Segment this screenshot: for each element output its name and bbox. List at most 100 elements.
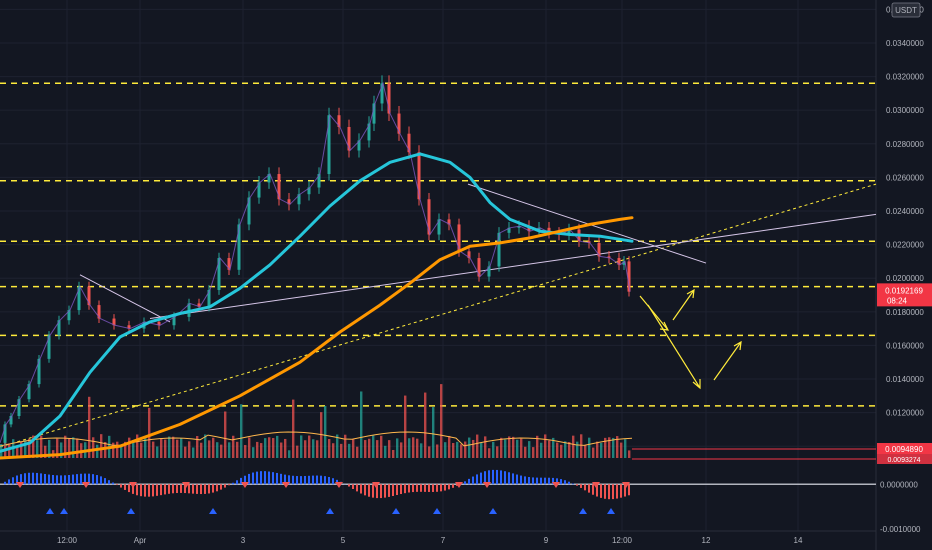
candle-body <box>257 182 261 198</box>
candle-body <box>387 83 391 114</box>
oscillator-bar <box>112 482 114 485</box>
time-tick-label[interactable]: 9 <box>544 536 549 545</box>
candle-body <box>380 83 384 104</box>
volume-bar <box>112 442 115 458</box>
candle-body <box>347 126 351 151</box>
projection-arrow-up-1[interactable] <box>672 288 695 321</box>
time-tick-label[interactable]: 12:00 <box>612 536 633 545</box>
volume-bar <box>120 444 123 458</box>
volume-bar <box>92 437 95 458</box>
oscillator-bar <box>560 479 562 485</box>
volume-bar <box>416 438 419 458</box>
volume-bar <box>392 449 395 458</box>
volume-bar <box>140 442 143 458</box>
oscillator-bar <box>324 476 326 485</box>
volume-bar <box>188 441 191 458</box>
oscillator-bar <box>260 471 262 485</box>
oscillator-bar <box>264 471 266 485</box>
early-trendline[interactable] <box>79 274 171 323</box>
candle-body <box>567 229 571 235</box>
time-tick-label[interactable]: 12 <box>702 536 711 545</box>
time-tick-label[interactable]: 5 <box>341 536 346 545</box>
projection-arrow-down-2[interactable] <box>647 304 701 390</box>
time-tick-label[interactable]: 3 <box>241 536 246 545</box>
volume-bar <box>192 447 195 458</box>
projection-arrow-up-2[interactable] <box>713 340 742 381</box>
time-axis[interactable]: 12:00 Apr 3 5 7 9 12:00 12 14 <box>57 536 803 545</box>
oscillator-bar <box>212 484 214 493</box>
candle-body <box>267 174 271 183</box>
oscillator-bar <box>164 484 166 495</box>
sell-signal-marker <box>335 482 343 488</box>
oscillator-bar <box>556 478 558 485</box>
projection-arrows[interactable] <box>639 288 742 390</box>
volume-bar <box>532 447 535 458</box>
time-tick-label[interactable]: 7 <box>441 536 446 545</box>
volume-bar <box>260 443 263 458</box>
volume-bar <box>568 442 571 458</box>
rising-trendline[interactable] <box>149 213 877 320</box>
oscillator-bar <box>380 484 382 499</box>
candle-body <box>112 318 116 326</box>
oscillator-bar <box>400 484 402 495</box>
volume-bar <box>368 438 371 458</box>
moving-average-slow <box>0 216 634 460</box>
oscillator-bar <box>620 484 622 498</box>
oscillator-bar <box>116 484 118 486</box>
volume-bar <box>176 439 179 458</box>
oscillator-bar <box>352 484 354 490</box>
candle-body <box>327 115 331 175</box>
volume-bar <box>332 443 335 458</box>
volume-bar <box>384 445 387 458</box>
moving-average-fast <box>0 152 634 453</box>
candle-body <box>372 103 376 124</box>
oscillator-bar <box>512 473 514 485</box>
candle-body <box>287 199 291 205</box>
oscillator-bar <box>392 484 394 496</box>
time-tick-label[interactable]: 12:00 <box>57 536 78 545</box>
projection-arrow-down-1[interactable] <box>639 295 670 331</box>
oscillator-bar <box>72 474 74 485</box>
oscillator-bar <box>136 484 138 496</box>
oscillator-bar <box>16 475 18 485</box>
volume-bar <box>272 438 275 458</box>
horizontal-levels[interactable] <box>0 82 876 407</box>
volume-bar <box>76 438 79 458</box>
price-series <box>0 75 631 446</box>
oscillator-bar <box>500 470 502 485</box>
oscillator-bar <box>200 484 202 495</box>
oscillator-bar <box>408 484 410 493</box>
volume-bar <box>468 437 471 458</box>
oscillator-bar <box>416 484 418 492</box>
oscillator-bar <box>8 479 10 485</box>
candle-body <box>97 305 101 319</box>
candle-body <box>507 227 511 233</box>
volume-bar <box>68 438 71 458</box>
currency-badge[interactable] <box>891 2 921 18</box>
volume-bar <box>56 438 59 458</box>
price-tick-label: 0.0180000 <box>886 308 924 317</box>
oscillator-bar <box>88 473 90 485</box>
volume-bar <box>580 434 583 458</box>
candle-body <box>67 310 71 321</box>
oscillator-bar <box>464 481 466 485</box>
dotted-trendline[interactable] <box>0 183 877 448</box>
oscillator-bar <box>184 484 186 494</box>
time-tick-label[interactable]: Apr <box>134 536 147 545</box>
oscillator-bar <box>56 475 58 485</box>
price-tick-label: 0.0220000 <box>886 241 924 250</box>
oscillator-bar <box>540 477 542 485</box>
volume-bar <box>484 436 487 458</box>
volume-bar <box>288 450 291 458</box>
volume-bar <box>348 443 351 458</box>
oscillator-bar <box>36 472 38 485</box>
volume-bar <box>296 445 299 458</box>
oscillator-bar <box>624 484 626 497</box>
oscillator-bar <box>364 484 366 496</box>
candle-body <box>607 256 611 259</box>
time-tick-label[interactable]: 14 <box>794 536 803 545</box>
volume-bar <box>432 407 435 458</box>
candle-body <box>397 113 401 134</box>
